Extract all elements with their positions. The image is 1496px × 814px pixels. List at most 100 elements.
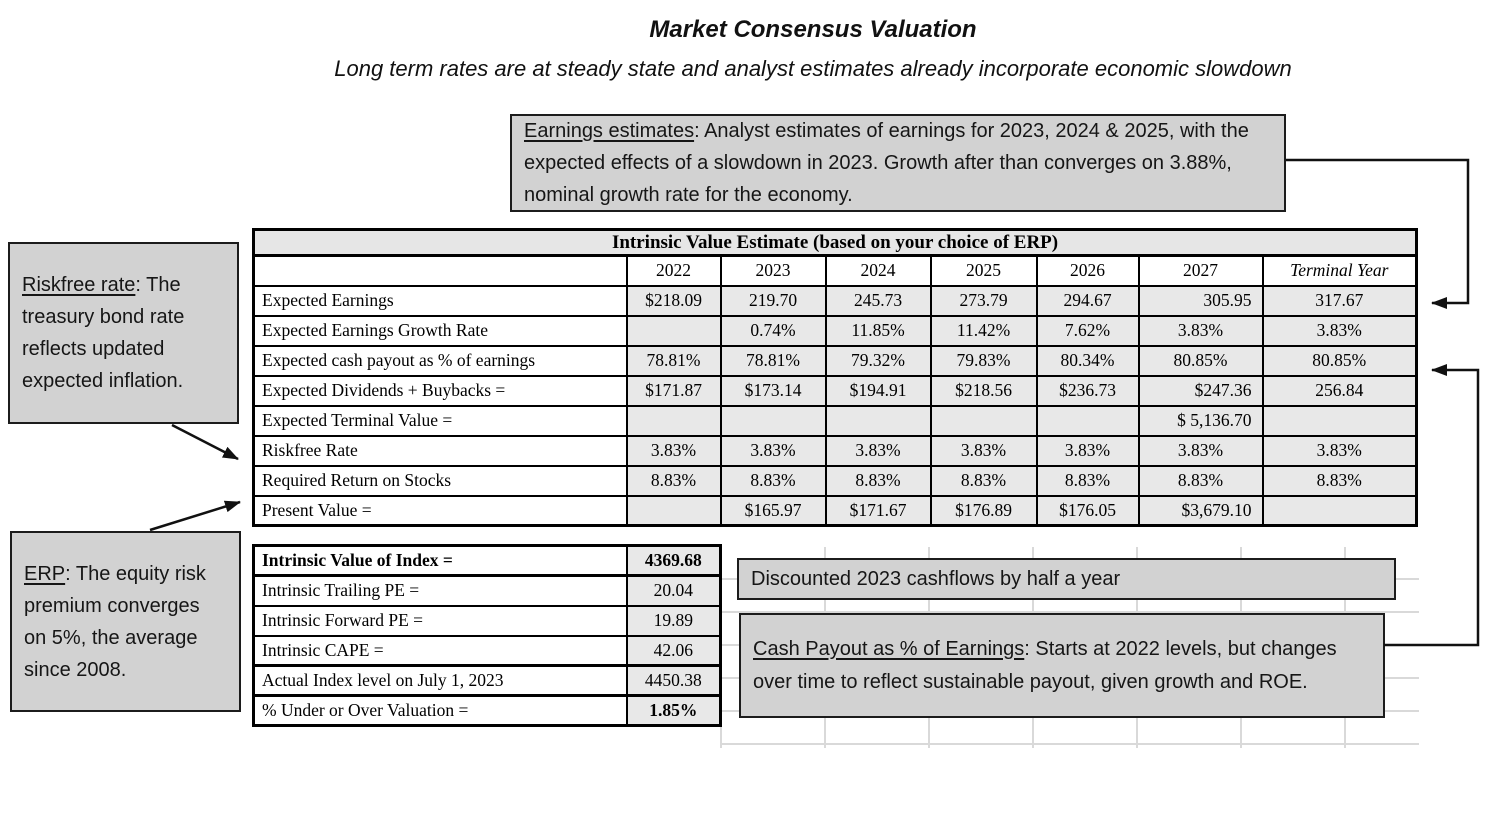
value-cell[interactable] [625, 314, 722, 347]
row-label-cell[interactable]: Expected cash payout as % of earnings [252, 344, 628, 377]
value-cell[interactable]: $176.05 [1035, 494, 1140, 527]
value-cell[interactable]: 79.32% [824, 344, 932, 377]
value-cell[interactable]: 0.74% [719, 314, 827, 347]
row-label-cell[interactable]: Riskfree Rate [252, 434, 628, 467]
value-cell[interactable] [1261, 494, 1418, 527]
column-header-row: 2022 2023 2024 2025 2026 2027 Terminal Year [252, 254, 1418, 287]
year-header-cell[interactable]: 2027 [1137, 254, 1264, 287]
value-cell[interactable] [1261, 404, 1418, 437]
value-cell[interactable]: 8.83% [1261, 464, 1418, 497]
corner-cell[interactable] [252, 254, 628, 287]
value-cell[interactable] [625, 404, 722, 437]
row-label-cell[interactable]: Expected Terminal Value = [252, 404, 628, 437]
value-cell[interactable]: 8.83% [824, 464, 932, 497]
value-cell[interactable]: 3.83% [1137, 434, 1264, 467]
value-cell[interactable]: $218.09 [625, 284, 722, 317]
value-cell[interactable]: 219.70 [719, 284, 827, 317]
summary-label-cell[interactable]: Intrinsic Forward PE = [252, 604, 628, 637]
summary-label-cell[interactable]: Intrinsic Trailing PE = [252, 574, 628, 607]
value-cell[interactable] [1035, 404, 1140, 437]
year-header-cell[interactable]: Terminal Year [1261, 254, 1418, 287]
summary-row: Intrinsic Forward PE = 19.89 [252, 604, 722, 637]
value-cell[interactable]: 8.83% [719, 464, 827, 497]
value-cell[interactable]: 3.83% [1261, 434, 1418, 467]
value-cell[interactable]: $247.36 [1137, 374, 1264, 407]
value-cell[interactable]: 78.81% [719, 344, 827, 377]
value-cell[interactable]: 11.42% [929, 314, 1038, 347]
value-cell[interactable]: 317.67 [1261, 284, 1418, 317]
value-cell[interactable]: $ 5,136.70 [1137, 404, 1264, 437]
summary-value-cell[interactable]: 20.04 [625, 574, 722, 607]
value-cell[interactable]: 3.83% [1261, 314, 1418, 347]
value-cell[interactable] [625, 494, 722, 527]
value-cell[interactable]: 78.81% [625, 344, 722, 377]
value-cell[interactable]: 8.83% [1035, 464, 1140, 497]
row-label-cell[interactable]: Expected Earnings Growth Rate [252, 314, 628, 347]
callout-cash-payout[interactable]: Cash Payout as % of Earnings: Starts at … [739, 613, 1385, 718]
table-row: Expected Dividends + Buybacks = $171.87 $1… [252, 374, 1418, 407]
value-cell[interactable]: 79.83% [929, 344, 1038, 377]
summary-value-cell[interactable]: 19.89 [625, 604, 722, 637]
value-cell[interactable]: 256.84 [1261, 374, 1418, 407]
value-cell[interactable]: 273.79 [929, 284, 1038, 317]
summary-value-cell[interactable]: 42.06 [625, 634, 722, 667]
callout-earnings-estimates[interactable]: Earnings estimates: Analyst estimates of… [510, 114, 1286, 212]
value-cell[interactable]: $173.14 [719, 374, 827, 407]
value-cell[interactable]: 3.83% [625, 434, 722, 467]
value-cell[interactable]: 8.83% [625, 464, 722, 497]
value-cell[interactable] [824, 404, 932, 437]
value-cell[interactable]: 80.85% [1137, 344, 1264, 377]
page-title: Market Consensus Valuation [649, 16, 977, 43]
value-cell[interactable]: $218.56 [929, 374, 1038, 407]
value-cell[interactable]: $176.89 [929, 494, 1038, 527]
value-cell[interactable]: 294.67 [1035, 284, 1140, 317]
value-cell[interactable]: 3.83% [929, 434, 1038, 467]
year-header-cell[interactable]: 2024 [824, 254, 932, 287]
value-cell[interactable] [719, 404, 827, 437]
value-cell[interactable]: 8.83% [1137, 464, 1264, 497]
value-cell[interactable]: $171.87 [625, 374, 722, 407]
value-cell[interactable]: $3,679.10 [1137, 494, 1264, 527]
row-label-cell[interactable]: Required Return on Stocks [252, 464, 628, 497]
value-cell[interactable]: 3.83% [1137, 314, 1264, 347]
year-header-cell[interactable]: 2022 [625, 254, 722, 287]
callout-riskfree-rate[interactable]: Riskfree rate: The treasury bond rate re… [8, 242, 239, 424]
row-label-cell[interactable]: Expected Dividends + Buybacks = [252, 374, 628, 407]
value-cell[interactable]: $236.73 [1035, 374, 1140, 407]
summary-value-cell[interactable]: 4450.38 [625, 664, 722, 697]
value-cell[interactable]: 3.83% [719, 434, 827, 467]
summary-label-cell[interactable]: Actual Index level on July 1, 2023 [252, 664, 628, 697]
callout-erp[interactable]: ERP: The equity risk premium converges o… [10, 531, 241, 712]
year-header-cell[interactable]: 2026 [1035, 254, 1140, 287]
callout-riskfree-text: Riskfree rate: The treasury bond rate re… [22, 274, 185, 392]
value-cell[interactable] [929, 404, 1038, 437]
year-header-cell[interactable]: 2023 [719, 254, 827, 287]
summary-value-cell[interactable]: 4369.68 [625, 544, 722, 577]
summary-label-cell[interactable]: % Under or Over Valuation = [252, 694, 628, 727]
summary-value-cell[interactable]: 1.85% [625, 694, 722, 727]
table-row: Riskfree Rate 3.83% 3.83% 3.83% 3.83% 3.83% 3.… [252, 434, 1418, 467]
summary-label-cell[interactable]: Intrinsic Value of Index = [252, 544, 628, 577]
value-cell[interactable]: $194.91 [824, 374, 932, 407]
year-header-cell[interactable]: 2025 [929, 254, 1038, 287]
value-cell[interactable]: 80.85% [1261, 344, 1418, 377]
row-label-cell[interactable]: Present Value = [252, 494, 628, 527]
summary-label-cell[interactable]: Intrinsic CAPE = [252, 634, 628, 667]
valuation-table: Intrinsic Value Estimate (based on your … [252, 228, 1419, 527]
row-label-cell[interactable]: Expected Earnings [252, 284, 628, 317]
callout-earnings-text: Earnings estimates: Analyst estimates of… [524, 120, 1249, 206]
value-cell[interactable]: 3.83% [824, 434, 932, 467]
value-cell[interactable]: 8.83% [929, 464, 1038, 497]
summary-row: Intrinsic Value of Index = 4369.68 [252, 544, 722, 577]
value-cell[interactable]: 80.34% [1035, 344, 1140, 377]
value-cell[interactable]: 3.83% [1035, 434, 1140, 467]
table-row: Expected Terminal Value = $ 5,136.70 [252, 404, 1418, 437]
value-cell[interactable]: 11.85% [824, 314, 932, 347]
value-cell[interactable]: $171.67 [824, 494, 932, 527]
value-cell[interactable]: 7.62% [1035, 314, 1140, 347]
value-cell[interactable]: $165.97 [719, 494, 827, 527]
callout-discounted-cashflows[interactable]: Discounted 2023 cashflows by half a year [737, 558, 1396, 600]
value-cell[interactable]: 245.73 [824, 284, 932, 317]
value-cell[interactable]: 305.95 [1137, 284, 1264, 317]
